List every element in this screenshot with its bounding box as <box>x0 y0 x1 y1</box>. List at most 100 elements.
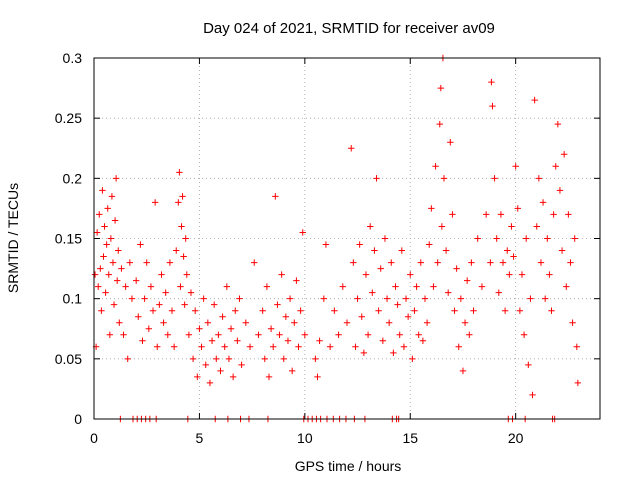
data-point <box>354 295 361 302</box>
data-point <box>407 271 414 278</box>
data-point <box>390 349 397 357</box>
data-point <box>312 355 319 363</box>
data-point <box>103 241 110 248</box>
data-point <box>91 271 99 278</box>
y-tick-label: 0.2 <box>63 170 83 186</box>
data-point <box>523 235 530 242</box>
data-point <box>246 343 254 350</box>
x-tick-label: 0 <box>90 430 98 446</box>
data-point <box>491 175 498 182</box>
data-point <box>474 235 481 242</box>
data-point <box>107 235 115 242</box>
data-point <box>394 301 401 308</box>
data-point <box>369 289 376 296</box>
data-point <box>554 120 562 128</box>
data-point <box>449 211 456 218</box>
data-point <box>105 271 112 278</box>
chart-title: Day 024 of 2021, SRMTID for receiver av0… <box>203 20 495 37</box>
data-point <box>335 331 342 338</box>
data-point <box>426 241 433 248</box>
data-point <box>445 289 452 296</box>
data-point <box>238 361 245 369</box>
data-point <box>185 331 193 338</box>
data-point <box>571 235 578 242</box>
data-point <box>421 295 429 302</box>
data-point <box>437 84 445 92</box>
data-point <box>286 295 294 302</box>
data-point <box>489 102 496 110</box>
data-point <box>189 355 197 363</box>
data-point <box>438 223 446 230</box>
data-point <box>242 319 249 326</box>
y-tick-label: 0.05 <box>55 351 82 367</box>
data-point <box>527 295 534 302</box>
data-point <box>261 355 268 363</box>
data-point <box>501 307 509 314</box>
y-tick-labels: 0 0.05 0.1 0.15 0.2 0.25 0.3 <box>55 50 82 427</box>
data-point <box>331 307 338 314</box>
data-point <box>573 343 581 350</box>
data-point <box>280 355 287 363</box>
data-point <box>419 337 427 344</box>
data-point <box>301 331 309 338</box>
data-point <box>466 331 473 338</box>
data-point <box>459 367 467 375</box>
data-point <box>488 78 495 86</box>
data-point <box>358 313 365 320</box>
x-tick-label: 5 <box>196 430 204 446</box>
data-point <box>158 271 165 278</box>
data-point <box>504 247 511 254</box>
data-point <box>499 259 507 266</box>
data-point <box>455 343 462 350</box>
data-point <box>402 295 410 302</box>
data-point <box>516 307 524 314</box>
data-point <box>263 283 271 290</box>
data-point <box>512 163 519 170</box>
data-point <box>170 343 178 350</box>
data-point <box>282 313 290 320</box>
data-point <box>326 343 334 350</box>
data-point <box>183 271 190 278</box>
data-point <box>232 307 239 314</box>
data-point <box>567 259 574 266</box>
data-point <box>415 331 422 338</box>
data-point <box>156 301 163 308</box>
data-point <box>178 223 185 230</box>
data-point <box>520 331 528 338</box>
data-point <box>396 331 403 338</box>
data-point <box>442 247 450 254</box>
data-point <box>180 253 187 260</box>
data-point <box>164 331 171 338</box>
data-point <box>177 283 184 290</box>
y-tick-label: 0.15 <box>55 231 82 247</box>
data-point <box>143 259 150 266</box>
data-point <box>366 223 374 230</box>
data-point <box>364 331 372 338</box>
data-point <box>322 241 330 248</box>
data-point <box>478 283 486 290</box>
data-point <box>495 289 502 296</box>
data-point <box>314 373 321 381</box>
data-point <box>409 355 416 363</box>
data-point <box>225 355 233 363</box>
data-point <box>388 259 395 266</box>
grid <box>94 58 600 419</box>
data-point <box>149 307 157 314</box>
data-point <box>120 331 127 338</box>
data-point <box>97 265 104 272</box>
data-point <box>137 241 144 248</box>
data-point <box>102 289 109 296</box>
data-point <box>377 265 384 272</box>
data-point <box>187 289 195 296</box>
data-point <box>99 187 106 194</box>
data-point <box>339 283 346 290</box>
data-point <box>447 139 454 146</box>
data-point <box>111 217 119 224</box>
data-point <box>299 229 306 236</box>
data-point <box>116 319 123 326</box>
data-point <box>227 325 235 332</box>
data-point <box>295 343 302 350</box>
data-point <box>510 253 517 260</box>
data-point <box>93 229 101 236</box>
